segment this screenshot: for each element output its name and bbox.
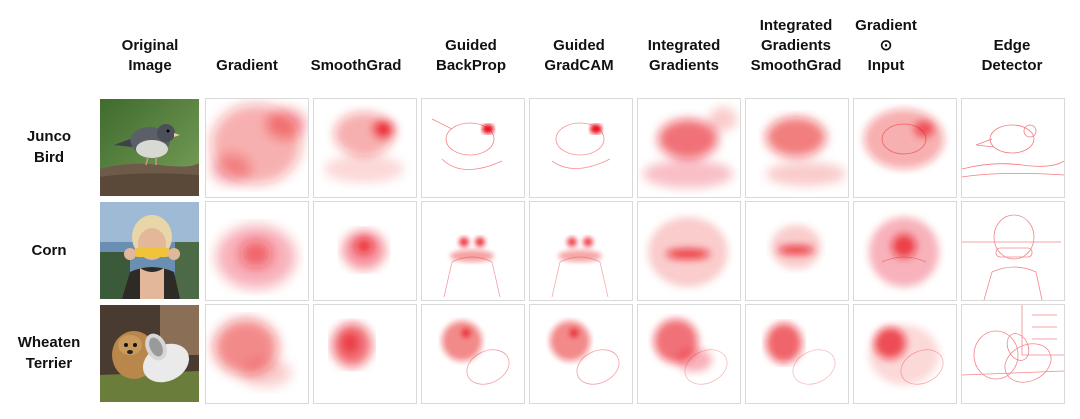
row-label-junco-bird: Junco Bird — [26, 128, 72, 166]
row-label-corn: Corn — [31, 241, 67, 259]
saliency-corn-edge-detector — [961, 201, 1065, 301]
col-header-smoothgrad: SmoothGrad — [310, 57, 402, 74]
original-image-wheaten-terrier — [100, 305, 199, 402]
saliency-corn-guided-gradcam — [529, 201, 633, 301]
saliency-corn-gradient — [205, 201, 309, 301]
saliency-junco-ig-smoothgrad — [745, 98, 849, 198]
col-header-gradient: Gradient — [216, 57, 278, 74]
saliency-corn-ig-smoothgrad — [745, 201, 849, 301]
saliency-corn-guided-backprop — [421, 201, 525, 301]
saliency-terrier-ig-smoothgrad — [745, 304, 849, 404]
saliency-terrier-gradient-input — [853, 304, 957, 404]
saliency-junco-guided-backprop — [421, 98, 525, 198]
row-label-wheaten-terrier: Wheaten Terrier — [17, 334, 81, 372]
col-header-guided-gradcam: Guided GradCAM — [544, 37, 614, 74]
saliency-terrier-integrated-gradients — [637, 304, 741, 404]
saliency-corn-gradient-input — [853, 201, 957, 301]
saliency-terrier-guided-gradcam — [529, 304, 633, 404]
saliency-terrier-smoothgrad — [313, 304, 417, 404]
original-image-junco-bird — [100, 99, 199, 196]
col-header-ig-smoothgrad: Integrated Gradients SmoothGrad — [750, 17, 842, 74]
saliency-corn-integrated-gradients — [637, 201, 741, 301]
saliency-terrier-gradient — [205, 304, 309, 404]
saliency-junco-edge-detector — [961, 98, 1065, 198]
saliency-junco-guided-gradcam — [529, 98, 633, 198]
col-header-edge-detector: Edge Detector — [981, 37, 1043, 74]
original-image-corn — [100, 202, 199, 299]
col-header-original: Original Image — [121, 37, 179, 74]
saliency-terrier-edge-detector — [961, 304, 1065, 404]
col-header-guided-backprop: Guided BackProp — [435, 37, 507, 74]
saliency-junco-gradient — [205, 98, 309, 198]
saliency-terrier-guided-backprop — [421, 304, 525, 404]
col-header-gradient-input: Gradient ⊙ Input — [855, 17, 917, 74]
col-header-integrated-gradients: Integrated Gradients — [647, 37, 721, 74]
saliency-junco-gradient-input — [853, 98, 957, 198]
saliency-junco-smoothgrad — [313, 98, 417, 198]
saliency-corn-smoothgrad — [313, 201, 417, 301]
saliency-junco-integrated-gradients — [637, 98, 741, 198]
